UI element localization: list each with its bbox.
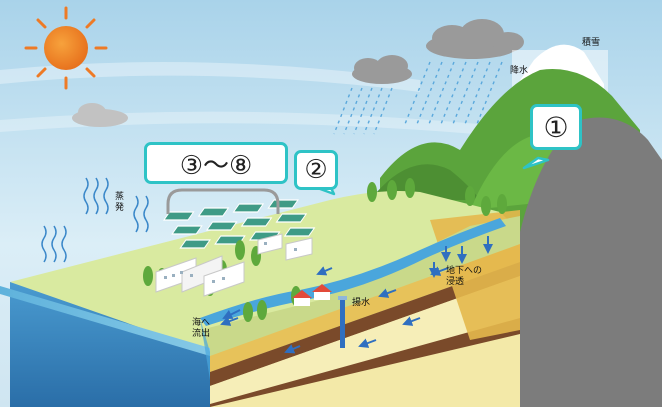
farmland-paddies [162,199,316,249]
river [200,218,506,326]
pump-well-icon [338,296,347,348]
callout-farmland: ② [294,150,338,190]
rock-mountain [520,117,662,407]
callout-city: ③〜⑧ [144,142,288,184]
callout-city-label: ③〜⑧ [179,150,253,181]
snow-label: 積雪 [582,38,601,48]
pumping-label: 揚水 [352,298,371,308]
infiltration-label: 地下への 浸透 [446,266,483,287]
trees [143,178,507,322]
callout-mountain: ① [530,104,582,150]
callout-farmland-label: ② [304,155,328,185]
rain-label: 降水 [510,66,529,76]
cloud-icon [72,19,524,127]
callout-mountain-label: ① [543,110,569,144]
sea [10,282,210,407]
rain-icon [333,61,503,135]
city-buildings [155,233,332,306]
flow-arrow-icon [220,236,493,354]
evaporation-icon [41,177,149,263]
evaporation-label: 蒸 発 [115,192,125,213]
sun-icon [24,6,108,90]
outflow-label: 海へ 流出 [192,318,211,339]
